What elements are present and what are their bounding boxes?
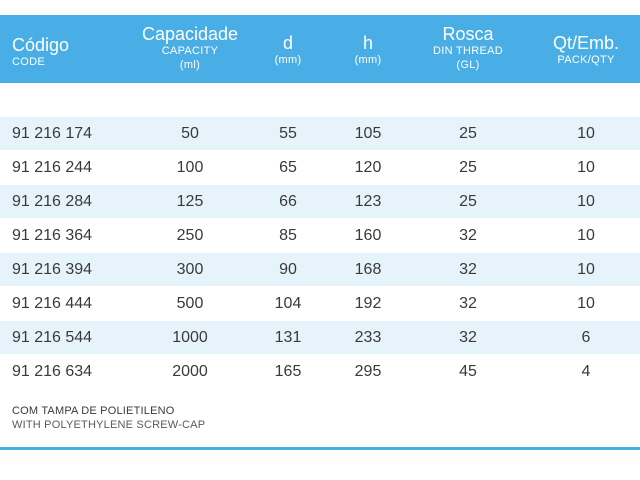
header-h: h (mm) [336, 33, 400, 101]
cell-pack: 10 [577, 261, 595, 278]
cell-thread: 25 [459, 159, 477, 176]
table-row: 91 216 364 250 85 160 32 10 [0, 218, 640, 252]
cell-d: 90 [279, 261, 297, 278]
cell-code: 91 216 394 [12, 261, 93, 278]
cell-d: 66 [279, 193, 297, 210]
table-row: 91 216 444 500 104 192 32 10 [0, 286, 640, 320]
header-thread-label: Rosca [442, 24, 494, 44]
header-thread-unit: (GL) [456, 59, 480, 71]
table-row: 91 216 284 125 66 123 25 10 [0, 184, 640, 218]
header-h-unit: (mm) [354, 54, 382, 66]
cell-capacity: 1000 [172, 329, 208, 346]
cell-capacity: 100 [176, 159, 204, 176]
header-d-label: d [282, 33, 293, 53]
header-capacity: Capacidade CAPACITY (ml) [135, 24, 245, 92]
footer-divider [0, 447, 640, 450]
cell-pack: 10 [577, 125, 595, 142]
cell-h: 123 [354, 193, 382, 210]
cell-capacity: 50 [181, 125, 199, 142]
cell-capacity: 500 [176, 295, 204, 312]
header-thread: Rosca DIN THREAD (GL) [418, 24, 518, 92]
table-body: 91 216 174 50 55 105 25 10 91 216 244 10… [0, 116, 640, 388]
cell-code: 91 216 244 [12, 159, 93, 176]
footnote-line-pt: COM TAMPA DE POLIETILENO [12, 405, 175, 417]
header-pack-label: Qt/Emb. [552, 33, 619, 53]
header-thread-sublabel: DIN THREAD [432, 45, 504, 57]
header-h-label: h [362, 33, 373, 53]
cell-pack: 10 [577, 295, 595, 312]
table-row: 91 216 544 1000 131 233 32 6 [0, 320, 640, 354]
cell-thread: 32 [459, 329, 477, 346]
cell-thread: 32 [459, 227, 477, 244]
cell-code: 91 216 444 [12, 295, 93, 312]
header-code-label: Código [12, 35, 70, 55]
header-d-unit: (mm) [274, 54, 302, 66]
header-pack: Qt/Emb. PACK/QTY [541, 33, 631, 101]
cell-h: 295 [354, 363, 382, 380]
cell-d: 85 [279, 227, 297, 244]
table-row: 91 216 174 50 55 105 25 10 [0, 116, 640, 150]
cell-h: 168 [354, 261, 382, 278]
header-d: d (mm) [258, 33, 318, 101]
cell-d: 55 [279, 125, 297, 142]
cell-thread: 32 [459, 295, 477, 312]
footnote: COM TAMPA DE POLIETILENO WITH POLYETHYLE… [12, 404, 205, 432]
header-pack-sublabel: PACK/QTY [557, 54, 615, 66]
cell-pack: 10 [577, 193, 595, 210]
cell-capacity: 250 [176, 227, 204, 244]
cell-d: 165 [274, 363, 302, 380]
header-spacer [0, 83, 640, 115]
cell-code: 91 216 174 [12, 125, 93, 142]
cell-capacity: 125 [176, 193, 204, 210]
cell-h: 105 [354, 125, 382, 142]
cell-pack: 10 [577, 159, 595, 176]
cell-thread: 32 [459, 261, 477, 278]
cell-code: 91 216 364 [12, 227, 93, 244]
cell-h: 233 [354, 329, 382, 346]
cell-capacity: 300 [176, 261, 204, 278]
table-row: 91 216 244 100 65 120 25 10 [0, 150, 640, 184]
table-header: Código CODE Capacidade CAPACITY (ml) d (… [0, 15, 640, 83]
cell-thread: 25 [459, 193, 477, 210]
cell-d: 131 [274, 329, 302, 346]
cell-pack: 6 [581, 329, 591, 346]
cell-capacity: 2000 [172, 363, 208, 380]
cell-thread: 45 [459, 363, 477, 380]
cell-code: 91 216 544 [12, 329, 93, 346]
cell-pack: 10 [577, 227, 595, 244]
header-capacity-unit: (ml) [179, 59, 201, 71]
footnote-line-en: WITH POLYETHYLENE SCREW-CAP [12, 419, 206, 431]
cell-pack: 4 [581, 363, 591, 380]
table-row: 91 216 394 300 90 168 32 10 [0, 252, 640, 286]
cell-d: 104 [274, 295, 302, 312]
cell-code: 91 216 284 [12, 193, 93, 210]
cell-h: 120 [354, 159, 382, 176]
cell-code: 91 216 634 [12, 363, 93, 380]
header-code: Código CODE [12, 35, 69, 103]
cell-h: 160 [354, 227, 382, 244]
header-code-sublabel: CODE [12, 56, 45, 68]
cell-d: 65 [279, 159, 297, 176]
header-capacity-sublabel: CAPACITY [161, 45, 219, 57]
table-row: 91 216 634 2000 165 295 45 4 [0, 354, 640, 388]
cell-h: 192 [354, 295, 382, 312]
cell-thread: 25 [459, 125, 477, 142]
header-capacity-label: Capacidade [141, 24, 239, 44]
